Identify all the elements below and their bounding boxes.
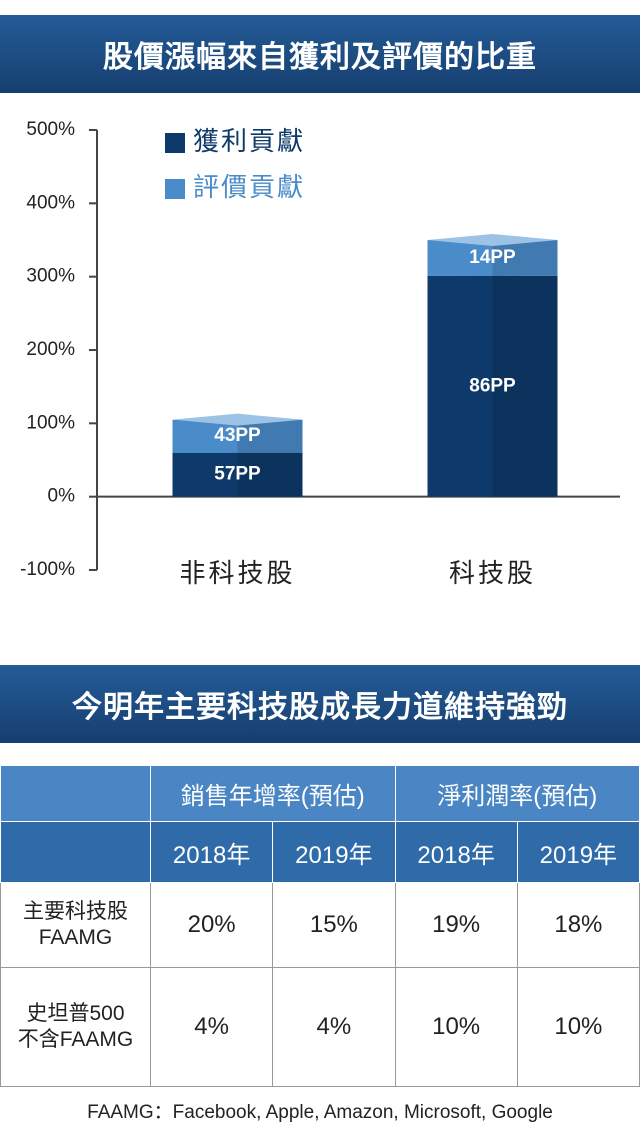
bar-label: 86PP (469, 375, 516, 396)
bar (172, 452, 303, 497)
cell: 10% (516, 967, 640, 1087)
bar-segment: 14PP (427, 240, 558, 276)
y-tick-label: 300% (26, 266, 75, 287)
bar-shade (492, 240, 558, 276)
y-tick-label: -100% (20, 559, 75, 580)
row: 史坦普500 不含FAAMG 4% 4% 10% 10% (0, 967, 640, 1087)
data-table: 銷售年增率(預估) 淨利潤率(預估) 2018年 2019年 2018年 201… (0, 765, 640, 1087)
x-tick-label: 科技股 (449, 558, 536, 588)
bar (427, 275, 558, 497)
cell: 4% (149, 967, 274, 1087)
bar-label: 57PP (214, 464, 261, 485)
legend-swatch (165, 133, 185, 153)
legend-swatch (165, 179, 185, 199)
cell: 10% (394, 967, 518, 1087)
legend-label: 評價貢獻 (193, 172, 305, 202)
bar-label: 43PP (214, 425, 261, 446)
bar-label: 14PP (469, 247, 516, 268)
group-header: 銷售年增率(預估) (150, 765, 396, 822)
cell: 15% (272, 882, 396, 968)
y-tick-label: 0% (48, 486, 76, 507)
label-line: FAAMG (38, 926, 113, 949)
row-label: 主要科技股 FAAMG (0, 882, 151, 968)
footnote: FAAMG：Facebook, Apple, Amazon, Microsoft… (87, 1102, 553, 1123)
label-line: 主要科技股 (23, 900, 128, 923)
year-header: 2019年 (516, 821, 640, 883)
bar-shade (492, 275, 558, 497)
x-tick-label: 非科技股 (179, 558, 295, 588)
legend-label: 獲利貢獻 (193, 126, 305, 156)
row: 主要科技股 FAAMG 20% 15% 19% 18% (0, 882, 640, 968)
cell: 19% (394, 882, 518, 968)
bar-top (172, 413, 303, 426)
chart-title: 股價漲幅來自獲利及評價的比重 (0, 15, 640, 93)
label-line: 史坦普500 (26, 1002, 125, 1025)
y-tick-label: 500% (26, 119, 75, 140)
year-header: 2018年 (149, 821, 274, 883)
bar-shade (237, 419, 303, 453)
bar-shade (237, 452, 303, 497)
row-label: 史坦普500 不含FAAMG (0, 967, 151, 1087)
corner (0, 765, 151, 822)
corner (0, 821, 151, 883)
bar-segment: 57PP (172, 452, 303, 497)
y-tick-label: 400% (26, 192, 75, 213)
bar-segment: 43PP (172, 419, 303, 453)
group-header: 淨利潤率(預估) (394, 765, 640, 822)
cell: 20% (149, 882, 274, 968)
y-tick-label: 100% (26, 412, 75, 433)
bar-segment: 86PP (427, 275, 558, 497)
header-row: 銷售年增率(預估) 淨利潤率(預估) (0, 765, 640, 822)
cell: 18% (516, 882, 640, 968)
year-header: 2018年 (394, 821, 518, 883)
year-row: 2018年 2019年 2018年 2019年 (0, 821, 640, 883)
cell: 4% (272, 967, 396, 1087)
table-title: 今明年主要科技股成長力道維持強勁 (0, 665, 640, 743)
year-header: 2019年 (272, 821, 396, 883)
label-line: 不含FAAMG (17, 1028, 134, 1051)
bar-top (427, 234, 558, 246)
y-tick-label: 200% (26, 339, 75, 360)
